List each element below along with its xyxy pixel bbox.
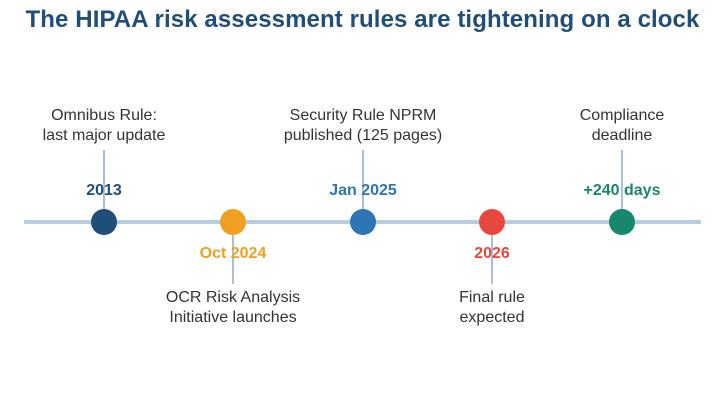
event-description-line: Compliance [579,107,665,124]
event-marker [609,209,635,235]
event-date: Oct 2024 [199,245,267,262]
event-marker [479,209,505,235]
event-description: Omnibus Rule: last major update [0,106,214,146]
event-description: Final rule expected [382,288,602,328]
event-date: +240 days [583,182,661,199]
event-description-line: last major update [42,127,166,144]
event-description-line: Final rule [459,289,525,306]
event-connector [232,222,234,284]
event-description-line: published (125 pages) [283,127,443,144]
event-description-line: expected [459,309,525,326]
event-description-line: deadline [591,127,653,144]
event-marker [350,209,376,235]
event-connector [621,150,623,222]
event-description: Security Rule NPRM published (125 pages) [253,106,473,146]
event-connector [491,222,493,284]
event-description-line: OCR Risk Analysis [165,289,301,306]
event-description-line: Initiative launches [169,309,297,326]
event-description-line: Omnibus Rule: [51,107,157,124]
event-marker [220,209,246,235]
page-title: The HIPAA risk assessment rules are tigh… [25,6,700,33]
event-date: Jan 2025 [329,182,397,199]
event-connector [103,150,105,222]
event-marker [91,209,117,235]
event-date: 2013 [86,182,122,199]
event-connector [362,150,364,222]
event-description: OCR Risk Analysis Initiative launches [123,288,343,328]
event-date: 2026 [474,245,510,262]
event-description-line: Security Rule NPRM [289,107,437,124]
event-description: Compliance deadline [512,106,725,146]
